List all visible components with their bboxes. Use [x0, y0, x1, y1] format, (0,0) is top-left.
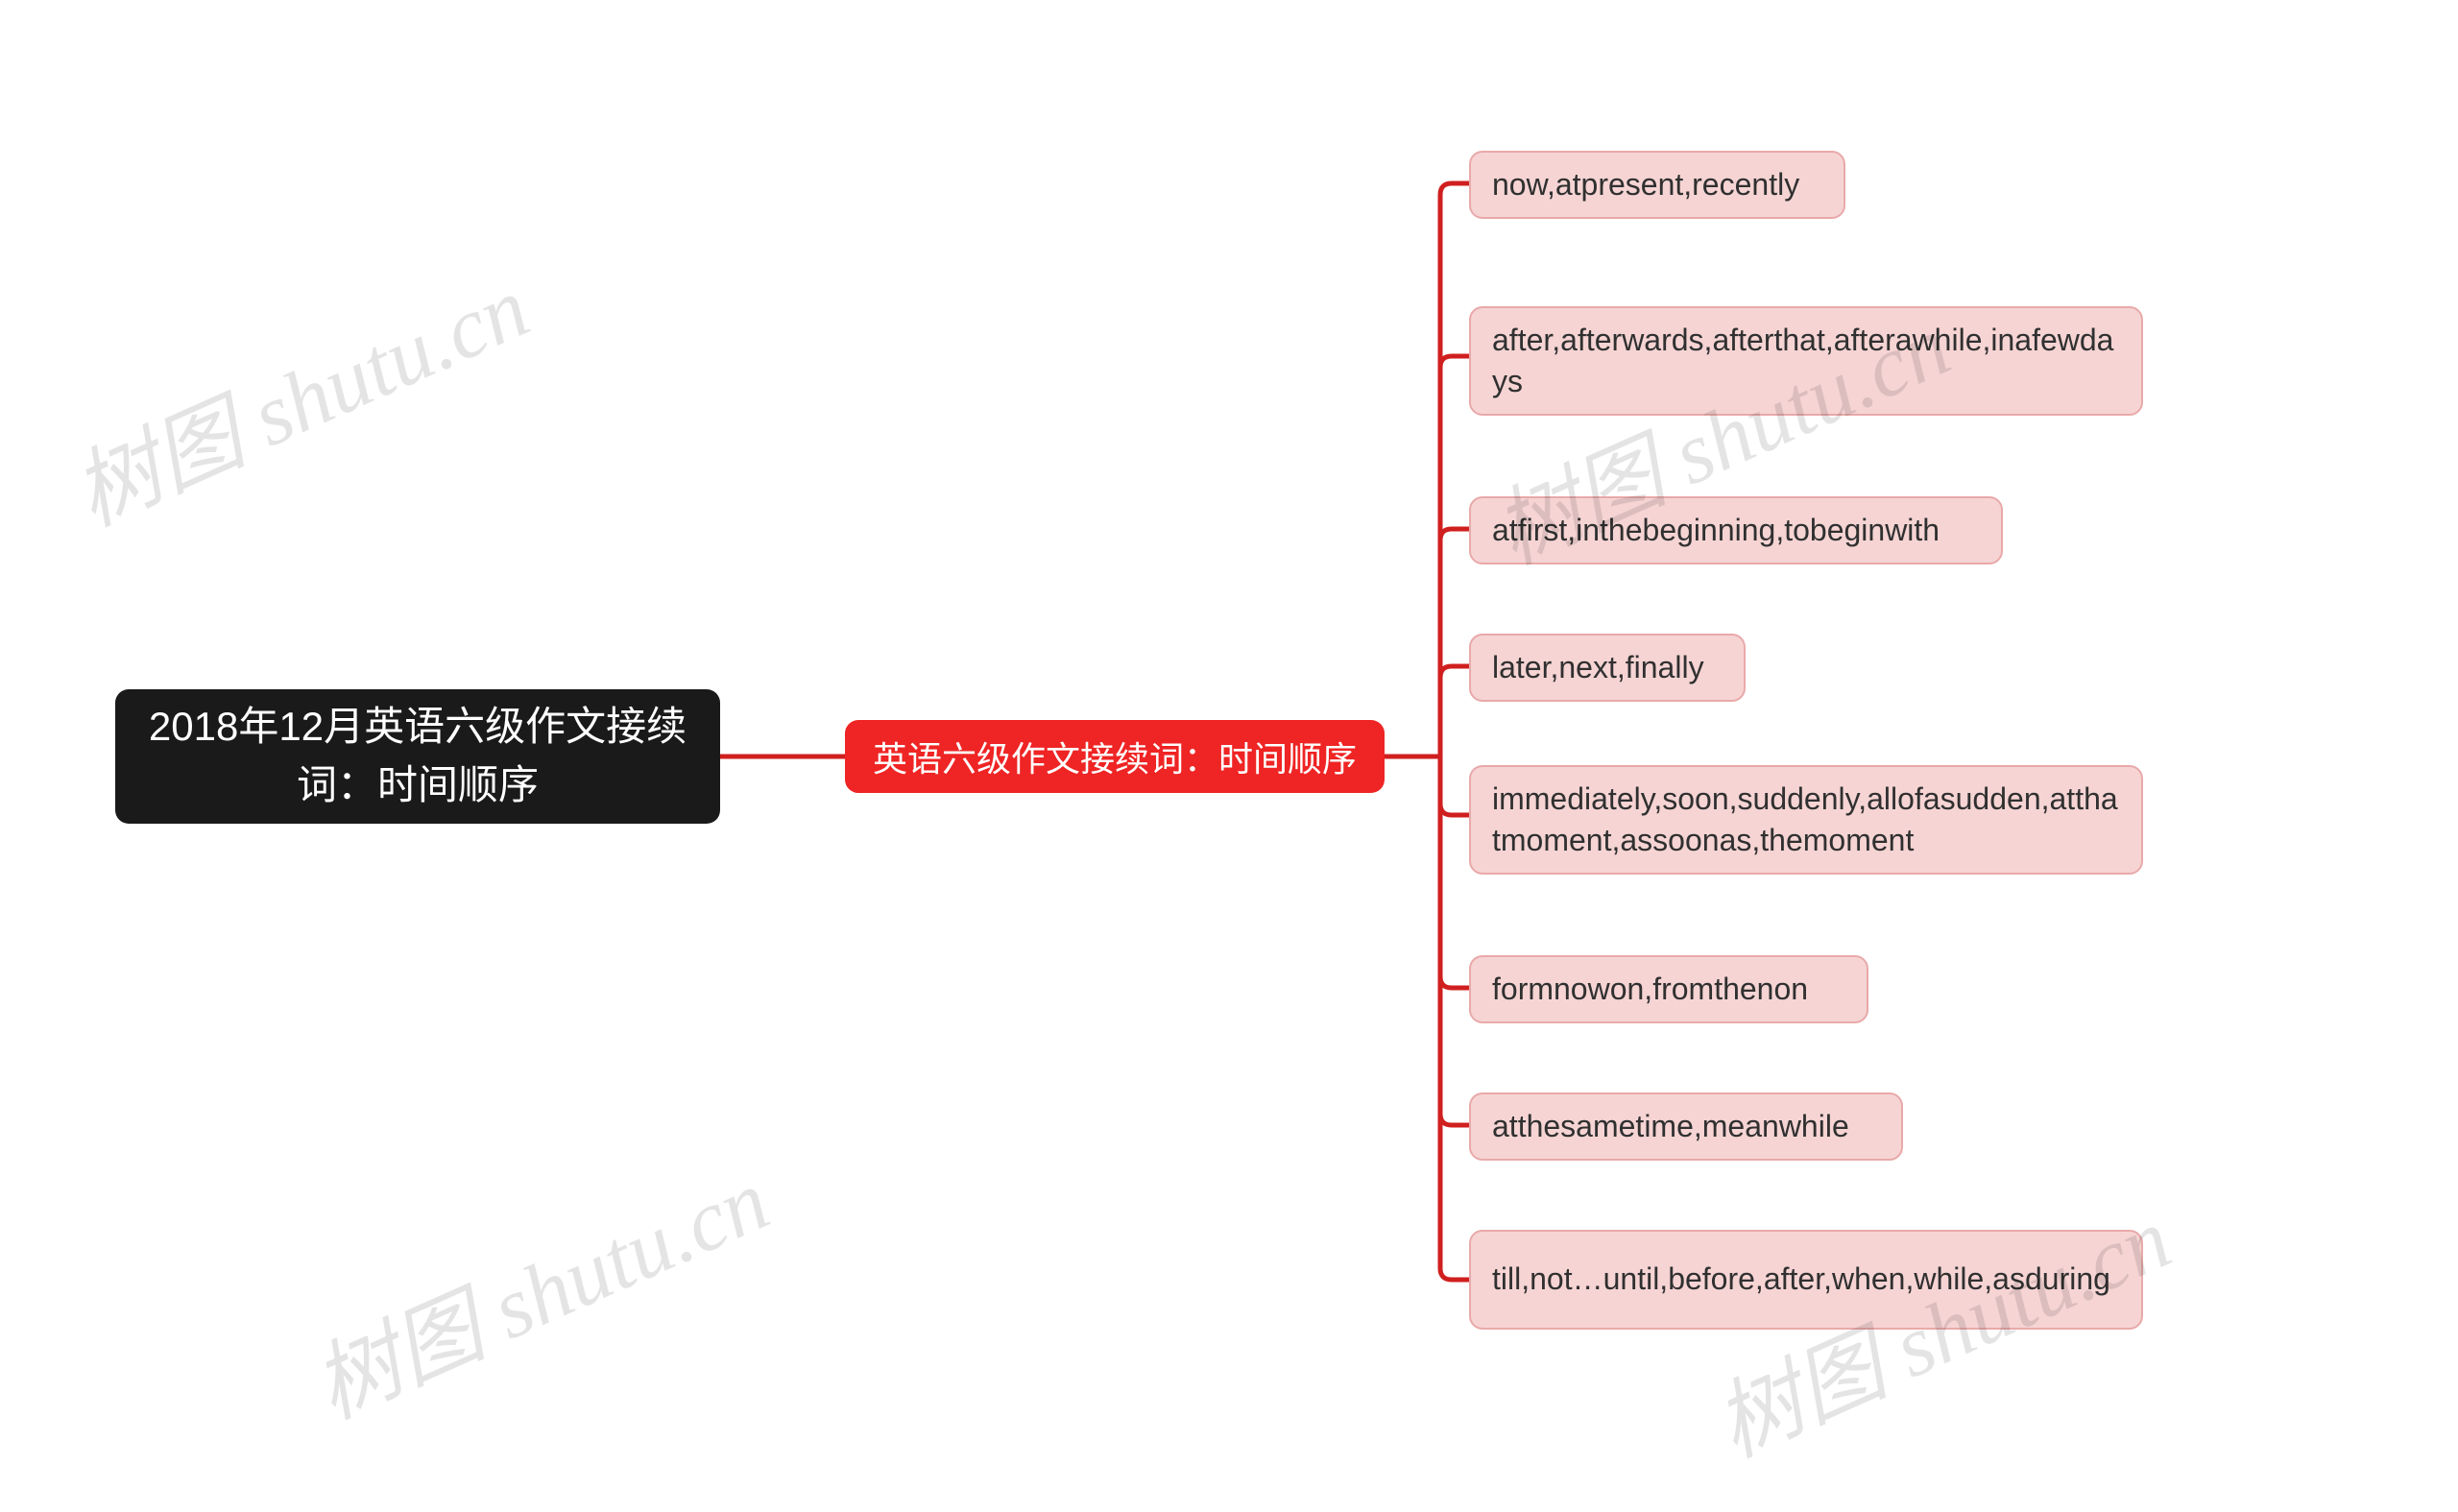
watermark: 树图 shutu.cn	[291, 1131, 784, 1442]
leaf-node: immediately,soon,suddenly,allofasudden,a…	[1469, 765, 2143, 875]
leaf-label: later,next,finally	[1492, 647, 1704, 688]
leaf-label: after,afterwards,afterthat,afterawhile,i…	[1492, 320, 2120, 402]
root-node: 2018年12月英语六级作文接续词：时间顺序	[115, 689, 720, 824]
leaf-node: formnowon,fromthenon	[1469, 955, 1868, 1023]
leaf-label: till,not…until,before,after,when,while,a…	[1492, 1259, 2110, 1300]
leaf-node: later,next,finally	[1469, 634, 1746, 702]
leaf-node: till,not…until,before,after,when,while,a…	[1469, 1230, 2143, 1330]
leaf-node: atthesametime,meanwhile	[1469, 1092, 1903, 1161]
leaf-label: atthesametime,meanwhile	[1492, 1106, 1849, 1147]
root-label: 2018年12月英语六级作文接续词：时间顺序	[142, 698, 693, 815]
leaf-label: immediately,soon,suddenly,allofasudden,a…	[1492, 779, 2120, 861]
leaf-label: formnowon,fromthenon	[1492, 969, 1808, 1010]
leaf-node: after,afterwards,afterthat,afterawhile,i…	[1469, 306, 2143, 416]
leaf-label: now,atpresent,recently	[1492, 164, 1799, 205]
watermark: 树图 shutu.cn	[51, 238, 544, 549]
leaf-node: now,atpresent,recently	[1469, 151, 1845, 219]
mid-node: 英语六级作文接续词：时间顺序	[845, 720, 1385, 793]
mid-label: 英语六级作文接续词：时间顺序	[873, 732, 1357, 781]
leaf-node: atfirst,inthebeginning,tobeginwith	[1469, 496, 2003, 564]
leaf-label: atfirst,inthebeginning,tobeginwith	[1492, 510, 1940, 551]
